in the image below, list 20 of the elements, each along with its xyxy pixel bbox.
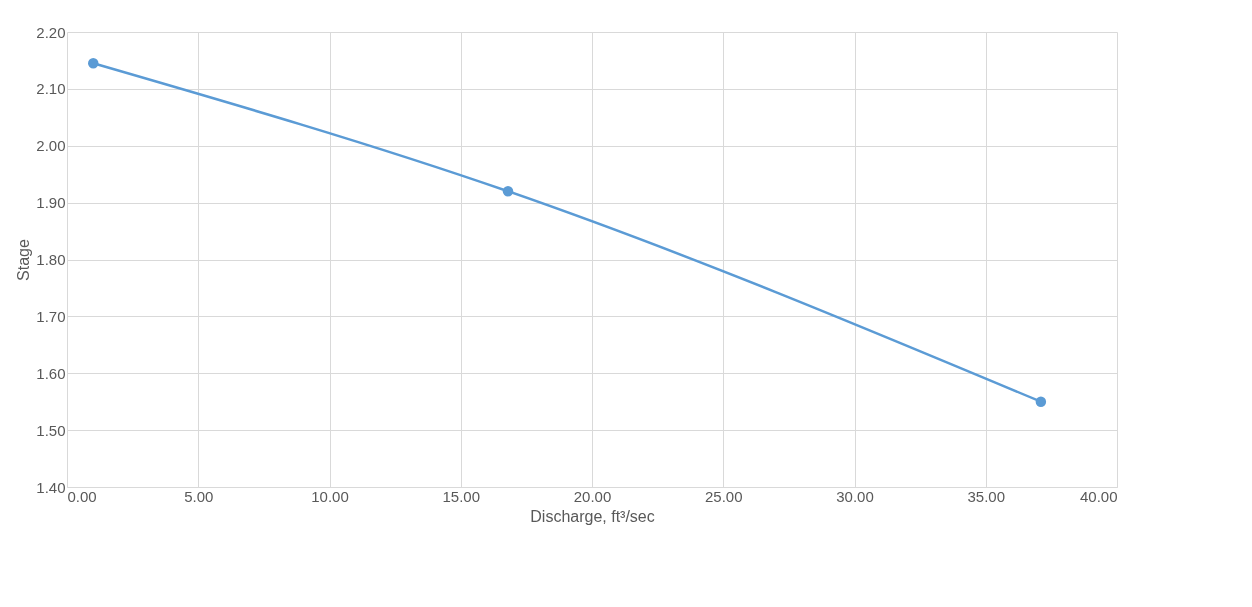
x-tick-label: 0.00	[67, 487, 97, 505]
x-tick-label: 5.00	[184, 487, 214, 505]
x-tick-label: 35.00	[967, 487, 1006, 505]
x-tick-label: 10.00	[311, 487, 349, 505]
y-tick-label: 1.40	[36, 478, 66, 496]
y-tick-label: 1.80	[36, 251, 66, 268]
y-tick-label: 1.70	[36, 307, 66, 325]
x-tick-label: 25.00	[704, 487, 743, 505]
x-tick-label: 40.00	[1079, 487, 1118, 505]
x-tick-label: 15.00	[442, 487, 481, 505]
y-tick-label: 1.90	[36, 194, 66, 212]
y-axis-title: Stage	[15, 238, 33, 281]
y-tick-label: 2.10	[36, 80, 66, 98]
y-tick-label: 1.50	[36, 421, 66, 439]
y-tick-label: 2.00	[36, 137, 66, 155]
y-tick-label: 2.20	[36, 23, 66, 41]
x-tick-label: 30.00	[836, 487, 874, 505]
x-tick-label: 20.00	[573, 487, 612, 505]
y-tick-label: 1.60	[36, 364, 66, 382]
x-axis-title: Discharge, ft³/sec	[530, 507, 655, 525]
